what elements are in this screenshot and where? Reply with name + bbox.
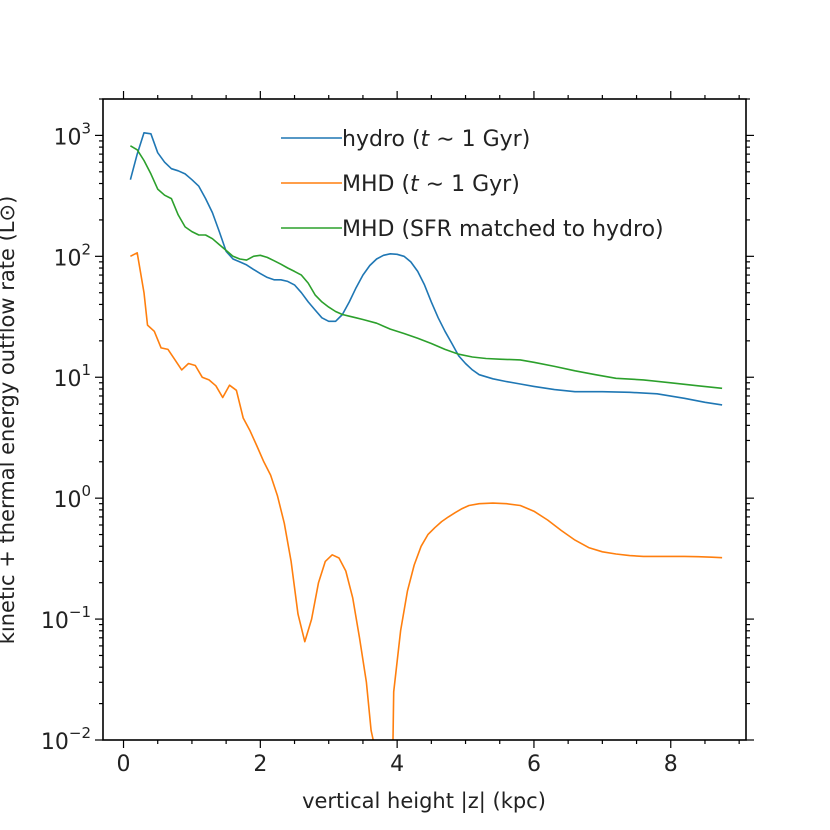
series-line-1 — [130, 252, 374, 741]
x-tick-label: 6 — [527, 752, 541, 777]
y-axis-title: kinetic + thermal energy outflow rate (L… — [0, 196, 19, 645]
series-line-2 — [129, 145, 723, 390]
y-tick-label: 10−2 — [41, 724, 91, 755]
x-tick-label: 8 — [664, 752, 678, 777]
y-tick-label: 100 — [53, 482, 91, 513]
y-tick-label: 103 — [53, 119, 91, 150]
x-tick-label: 2 — [253, 752, 267, 777]
legend-label-0: hydro (t ∼ 1 Gyr) — [342, 127, 530, 152]
legend-label-2: MHD (SFR matched to hydro) — [342, 217, 664, 242]
y-tick-label: 102 — [53, 240, 91, 271]
series-layer — [129, 132, 723, 741]
plot-background — [103, 99, 746, 740]
plot-frame — [102, 98, 747, 741]
series-line-1-segment-2 — [392, 502, 723, 741]
y-tick-label: 101 — [53, 361, 91, 392]
legend-label-1: MHD (t ∼ 1 Gyr) — [342, 172, 520, 197]
tick-labels: 0 2 4 6 8 10−2 10−1 100 101 102 103 — [41, 119, 678, 777]
series-line-0 — [129, 132, 723, 406]
x-tick-label: 4 — [390, 752, 404, 777]
x-tick-label: 0 — [117, 752, 131, 777]
legend: hydro (t ∼ 1 Gyr) MHD (t ∼ 1 Gyr) MHD (SFR… — [281, 127, 664, 242]
y-tick-label: 10−1 — [41, 603, 91, 634]
x-axis-title: vertical height |z| (kpc) — [302, 789, 546, 814]
